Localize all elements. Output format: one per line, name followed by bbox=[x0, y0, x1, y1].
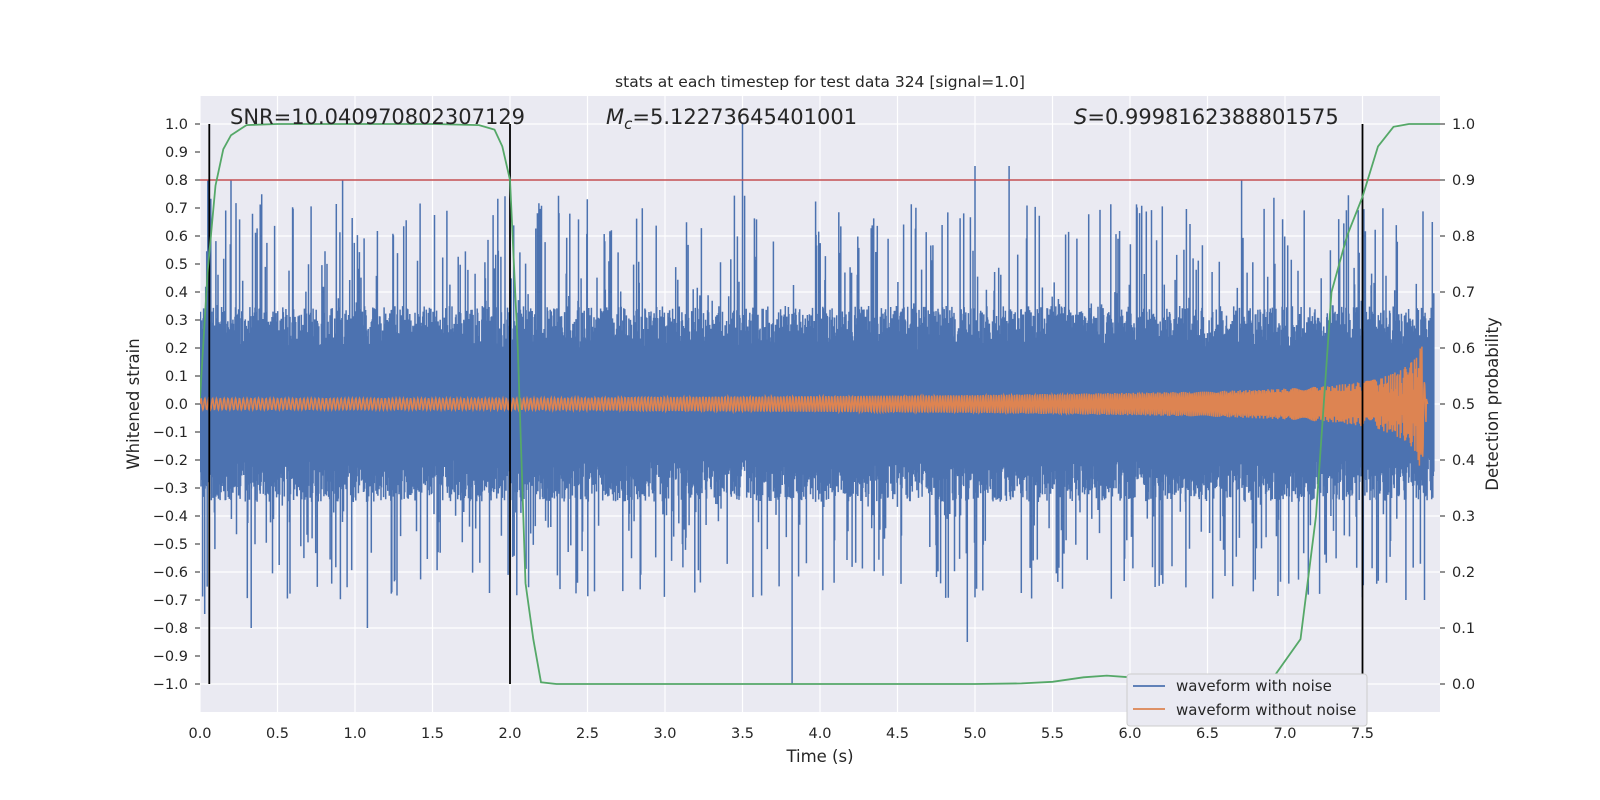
x-tick-label: 6.5 bbox=[1196, 726, 1219, 742]
chirp-mass-subscript: c bbox=[624, 115, 633, 133]
series-detection-probability bbox=[200, 123, 1440, 685]
clean-trace bbox=[200, 346, 1429, 466]
y-tick-label: −0.7 bbox=[153, 593, 188, 609]
x-tick-label: 0.0 bbox=[188, 726, 211, 742]
x-tick-label: 2.5 bbox=[576, 726, 599, 742]
x-tick-label: 6.0 bbox=[1118, 726, 1141, 742]
right-tick-label: 0.0 bbox=[1452, 677, 1475, 693]
y-tick-label: −0.5 bbox=[153, 537, 188, 553]
y-tick-label: −0.2 bbox=[153, 453, 188, 469]
score-symbol: S bbox=[1074, 105, 1087, 129]
y-tick-label: −0.6 bbox=[153, 565, 188, 581]
right-tick-label: 0.1 bbox=[1452, 621, 1475, 637]
right-tick-label: 0.5 bbox=[1452, 397, 1475, 413]
score-value: =0.9998162388801575 bbox=[1087, 105, 1338, 129]
series-waveform-without-noise bbox=[200, 346, 1429, 466]
x-tick-label: 2.0 bbox=[498, 726, 521, 742]
chart-title: stats at each timestep for test data 324… bbox=[615, 73, 1025, 91]
chirp-mass-value: =5.12273645401001 bbox=[632, 105, 857, 129]
legend-label-clean: waveform without noise bbox=[1176, 701, 1356, 719]
right-tick-label: 0.7 bbox=[1452, 285, 1475, 301]
y-tick-label: −0.8 bbox=[153, 621, 188, 637]
legend-label-noise: waveform with noise bbox=[1176, 677, 1332, 695]
x-tick-label: 5.0 bbox=[963, 726, 986, 742]
plot-content bbox=[200, 123, 1440, 685]
y-tick-label: 1.0 bbox=[165, 117, 188, 133]
y-tick-label: −0.4 bbox=[153, 509, 188, 525]
y-tick-label: 0.8 bbox=[165, 173, 188, 189]
x-tick-label: 7.5 bbox=[1351, 726, 1374, 742]
y-tick-label: 0.3 bbox=[165, 313, 188, 329]
chirp-mass-symbol: M bbox=[606, 105, 624, 129]
y-tick-label: 0.4 bbox=[165, 285, 188, 301]
right-tick-label: 0.2 bbox=[1452, 565, 1475, 581]
x-tick-label: 3.5 bbox=[731, 726, 754, 742]
right-tick-label: 0.8 bbox=[1452, 229, 1475, 245]
x-tick-label: 5.5 bbox=[1041, 726, 1064, 742]
y-tick-label: −0.1 bbox=[153, 425, 188, 441]
y-tick-label: 0.1 bbox=[165, 369, 188, 385]
right-tick-label: 0.3 bbox=[1452, 509, 1475, 525]
x-tick-label: 7.0 bbox=[1273, 726, 1296, 742]
right-axis-label: Detection probability bbox=[1483, 317, 1502, 491]
score-annotation: S=0.9998162388801575 bbox=[1074, 105, 1339, 129]
legend: waveform with noise waveform without noi… bbox=[1126, 673, 1368, 727]
x-tick-label: 1.0 bbox=[343, 726, 366, 742]
chirp-mass-annotation: Mc=5.12273645401001 bbox=[606, 105, 857, 133]
y-tick-label: −1.0 bbox=[153, 677, 188, 693]
snr-annotation: SNR=10.040970802307129 bbox=[230, 105, 525, 129]
x-axis-label: Time (s) bbox=[785, 747, 853, 766]
x-tick-label: 0.5 bbox=[266, 726, 289, 742]
y-axis-ticks: 1.0 0.9 0.8 0.7 0.6 0.5 0.4 0.3 0.2 0.1 0.0 −0.1 −0.… bbox=[153, 117, 200, 693]
y-tick-label: 0.5 bbox=[165, 257, 188, 273]
y-tick-label: −0.3 bbox=[153, 481, 188, 497]
right-axis-ticks: 1.0 0.9 0.8 0.7 0.6 0.5 0.4 0.3 0.2 0.1 0.0 bbox=[1440, 117, 1475, 693]
y-tick-label: −0.9 bbox=[153, 649, 188, 665]
y-tick-label: 0.7 bbox=[165, 201, 188, 217]
y-axis-label: Whitened strain bbox=[124, 338, 143, 469]
right-tick-label: 1.0 bbox=[1452, 117, 1475, 133]
x-tick-label: 3.0 bbox=[653, 726, 676, 742]
event-markers bbox=[208, 124, 1364, 684]
x-tick-label: 4.5 bbox=[886, 726, 909, 742]
right-tick-label: 0.6 bbox=[1452, 341, 1475, 357]
x-tick-label: 1.5 bbox=[421, 726, 444, 742]
right-tick-label: 0.4 bbox=[1452, 453, 1475, 469]
x-tick-label: 4.0 bbox=[808, 726, 831, 742]
x-axis-ticks: 0.0 0.5 1.0 1.5 2.0 2.5 3.0 3.5 4.0 4.5 5.0 5.5 6.0 6… bbox=[188, 726, 1374, 742]
y-tick-label: 0.2 bbox=[165, 341, 188, 357]
y-tick-label: 0.6 bbox=[165, 229, 188, 245]
y-tick-label: 0.0 bbox=[165, 397, 188, 413]
legend-box bbox=[1126, 673, 1368, 727]
y-tick-label: 0.9 bbox=[165, 145, 188, 161]
right-tick-label: 0.9 bbox=[1452, 173, 1475, 189]
